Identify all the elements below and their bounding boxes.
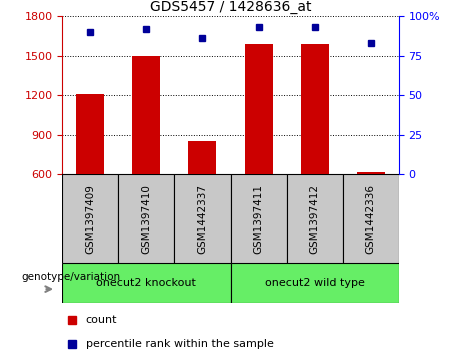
Text: onecut2 knockout: onecut2 knockout	[96, 278, 196, 288]
Bar	[287, 174, 343, 263]
Text: GSM1397412: GSM1397412	[310, 184, 319, 254]
Text: count: count	[86, 315, 117, 325]
Text: GSM1442337: GSM1442337	[197, 184, 207, 254]
Text: GSM1442336: GSM1442336	[366, 184, 376, 254]
Text: percentile rank within the sample: percentile rank within the sample	[86, 339, 274, 349]
Bar	[230, 174, 287, 263]
Bar	[62, 174, 118, 263]
Text: onecut2 wild type: onecut2 wild type	[265, 278, 365, 288]
Bar	[189, 141, 217, 174]
Bar	[244, 44, 272, 174]
Bar	[118, 174, 174, 263]
Bar	[132, 56, 160, 174]
Bar	[76, 94, 104, 174]
Bar	[62, 263, 230, 303]
Text: GSM1397410: GSM1397410	[142, 184, 151, 254]
Bar	[174, 174, 230, 263]
Bar	[357, 172, 385, 174]
Bar	[230, 263, 399, 303]
Bar	[343, 174, 399, 263]
Text: GSM1397409: GSM1397409	[85, 184, 95, 254]
Text: GSM1397411: GSM1397411	[254, 184, 264, 254]
Title: GDS5457 / 1428636_at: GDS5457 / 1428636_at	[150, 0, 311, 14]
Text: genotype/variation: genotype/variation	[22, 272, 121, 282]
Bar	[301, 44, 329, 174]
